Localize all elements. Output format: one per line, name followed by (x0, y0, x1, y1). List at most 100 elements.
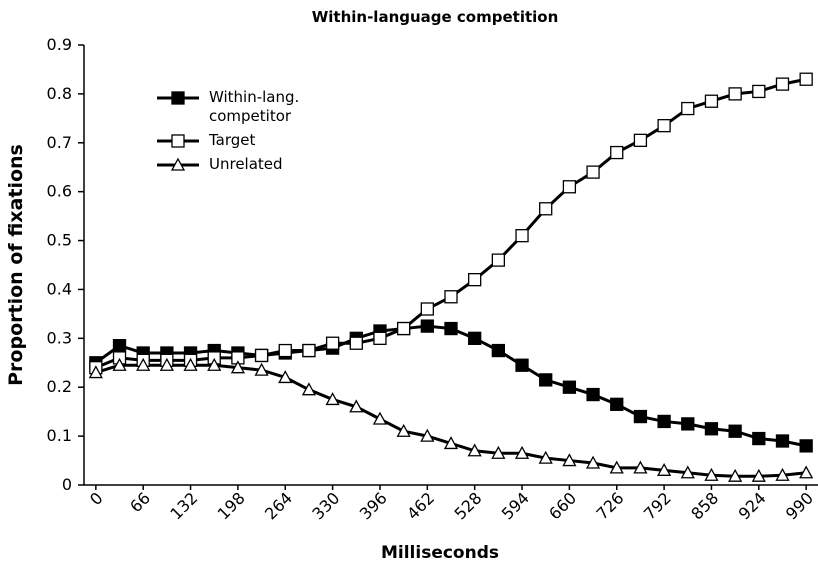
marker (207, 357, 222, 371)
marker (468, 331, 482, 345)
x-tick-label: 990 (782, 488, 817, 523)
marker (775, 77, 790, 91)
marker (681, 101, 695, 116)
legend-icon (157, 134, 199, 148)
legend-icon (157, 91, 199, 105)
x-tick-label: 462 (403, 488, 438, 523)
x-tick-label: 924 (735, 488, 770, 523)
marker (585, 455, 601, 469)
chart-title: Within-language competition (312, 8, 559, 26)
x-axis-label: Milliseconds (381, 543, 499, 563)
marker (349, 336, 363, 350)
marker (586, 165, 600, 179)
x-tick-label: 330 (308, 488, 343, 523)
series-line (95, 363, 807, 478)
marker (325, 392, 340, 406)
marker (728, 468, 743, 482)
marker (562, 380, 577, 394)
marker (301, 382, 317, 396)
marker (254, 348, 269, 363)
marker (171, 91, 185, 105)
marker (562, 453, 577, 467)
marker (799, 465, 814, 479)
marker (373, 331, 387, 345)
marker (633, 460, 648, 474)
y-tick-label: 0.7 (47, 133, 72, 152)
legend-label: Target (209, 131, 256, 149)
y-tick-label: 0.9 (47, 35, 72, 54)
legend-icon (157, 157, 199, 171)
marker (278, 370, 293, 384)
marker (610, 397, 624, 411)
marker (88, 365, 103, 379)
legend-entry: Unrelated (155, 155, 319, 174)
marker (420, 319, 434, 333)
y-tick-label: 0.8 (47, 84, 72, 103)
marker (799, 439, 813, 453)
marker (230, 360, 245, 374)
marker (420, 428, 435, 442)
marker (538, 450, 553, 464)
marker (278, 343, 292, 358)
legend-label: Within-lang. competitor (209, 88, 300, 125)
x-tick-label: 132 (166, 488, 201, 523)
marker (681, 417, 695, 431)
x-tick-label: 396 (356, 488, 391, 523)
y-tick-label: 0.1 (47, 426, 72, 445)
marker (396, 423, 411, 437)
x-tick-label: 264 (261, 488, 296, 523)
x-tick-label: 528 (450, 488, 485, 523)
marker (680, 465, 695, 479)
marker (704, 422, 719, 436)
marker (728, 87, 742, 101)
marker (112, 339, 127, 353)
marker (752, 431, 766, 446)
marker (170, 157, 186, 171)
series-line (94, 324, 807, 448)
legend-entry: Target (155, 131, 319, 150)
marker (183, 357, 198, 371)
marker (491, 445, 506, 459)
marker (302, 343, 316, 358)
x-tick-label: 66 (126, 488, 154, 516)
marker (562, 180, 577, 194)
x-tick-label: 792 (640, 488, 675, 523)
marker (751, 468, 766, 482)
marker (633, 409, 648, 424)
marker (775, 434, 790, 448)
marker (372, 411, 388, 425)
y-tick-label: 0.4 (47, 279, 72, 298)
marker (136, 357, 151, 371)
marker (515, 229, 529, 243)
marker (325, 336, 340, 350)
marker (254, 362, 269, 376)
marker (657, 414, 671, 429)
marker (515, 358, 529, 372)
y-axis-label: Proportion of fixations (5, 144, 27, 386)
y-tick-label: 0.3 (47, 328, 72, 347)
marker (112, 357, 127, 371)
marker (468, 273, 482, 287)
marker (514, 445, 530, 459)
marker (728, 424, 742, 438)
marker (539, 202, 553, 216)
marker (444, 321, 458, 336)
x-tick-label: 726 (593, 488, 628, 523)
legend-entry: Within-lang. competitor (155, 88, 319, 126)
marker (539, 373, 553, 387)
legend-label: Unrelated (209, 155, 283, 173)
marker (467, 443, 482, 457)
marker (775, 467, 790, 481)
marker (586, 387, 600, 402)
x-tick-label: 198 (214, 488, 249, 523)
y-tick-label: 0 (62, 475, 72, 494)
marker (171, 134, 185, 148)
marker (491, 253, 506, 267)
y-tick-label: 0.6 (47, 182, 72, 201)
y-tick-label: 0.2 (47, 377, 72, 396)
marker (396, 321, 411, 336)
marker (491, 343, 506, 358)
marker (609, 460, 624, 474)
marker (349, 399, 364, 413)
